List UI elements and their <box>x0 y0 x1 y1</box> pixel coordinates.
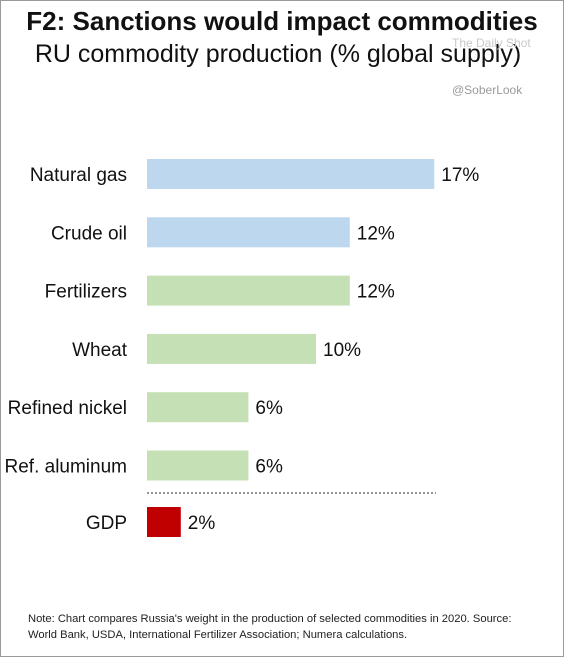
note-line-2: World Bank, USDA, International Fertiliz… <box>28 629 408 641</box>
value-label-wheat: 10% <box>323 340 361 361</box>
category-label-crude-oil: Crude oil <box>51 223 127 244</box>
category-label-refined-nickel: Refined nickel <box>8 398 127 419</box>
bar-ref-aluminum <box>147 450 249 481</box>
twitter-handle: @SoberLook <box>452 83 523 97</box>
note-line-1: Note: Chart compares Russia's weight in … <box>28 613 512 625</box>
bar-natural-gas <box>147 159 435 189</box>
bar-wheat <box>147 333 316 364</box>
chart-note: Note: Chart compares Russia's weight in … <box>28 611 558 643</box>
bar-refined-nickel <box>147 392 249 423</box>
category-label-ref-aluminum: Ref. aluminum <box>5 457 128 478</box>
category-label-natural-gas: Natural gas <box>30 165 127 186</box>
bar-gdp <box>147 507 181 537</box>
watermark-text: The Daily Shot <box>452 36 531 50</box>
value-label-crude-oil: 12% <box>357 223 395 244</box>
category-label-wheat: Wheat <box>72 340 128 361</box>
value-label-ref-aluminum: 6% <box>255 457 283 478</box>
bar-crude-oil <box>147 217 350 248</box>
value-label-fertilizers: 12% <box>357 282 395 303</box>
value-label-gdp: 2% <box>188 513 216 534</box>
chart-title: F2: Sanctions would impact commodities <box>26 6 538 36</box>
category-label-fertilizers: Fertilizers <box>45 282 127 303</box>
category-label-gdp: GDP <box>86 513 127 534</box>
bar-fertilizers <box>147 275 350 306</box>
value-label-natural-gas: 17% <box>441 165 479 186</box>
chart-subtitle: RU commodity production (% global supply… <box>34 40 522 68</box>
value-label-refined-nickel: 6% <box>255 398 283 419</box>
